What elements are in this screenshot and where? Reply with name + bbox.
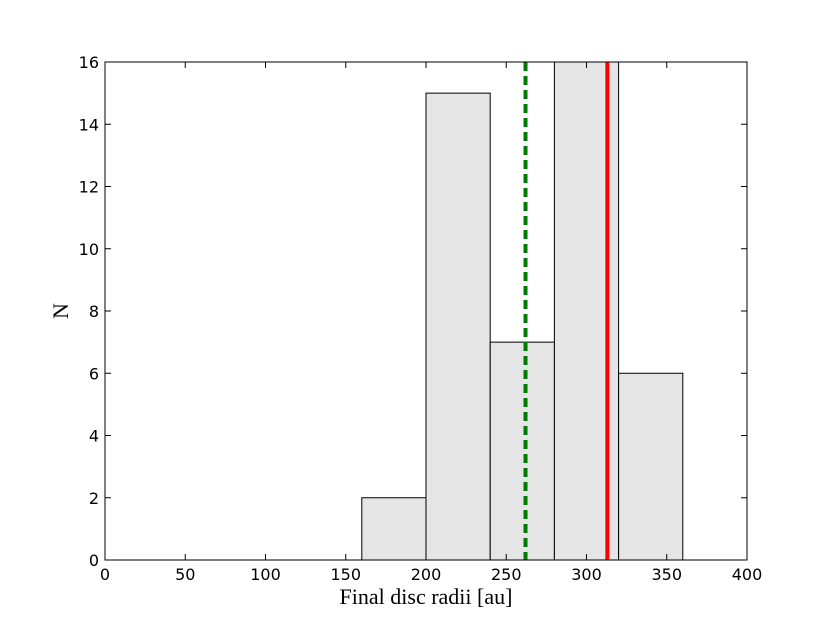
bar bbox=[618, 372, 684, 561]
y-tick-label: 4 bbox=[89, 427, 99, 446]
bar bbox=[361, 497, 427, 561]
bar bbox=[425, 92, 491, 561]
x-tick-label: 50 bbox=[175, 565, 195, 584]
x-tick-label: 0 bbox=[100, 565, 110, 584]
y-tick-label: 2 bbox=[89, 489, 99, 508]
x-tick-label: 300 bbox=[571, 565, 602, 584]
x-tick-label: 100 bbox=[250, 565, 281, 584]
y-tick-label: 14 bbox=[79, 115, 99, 134]
y-tick-label: 12 bbox=[79, 178, 99, 197]
y-tick-label: 8 bbox=[89, 302, 99, 321]
x-tick-label: 200 bbox=[411, 565, 442, 584]
bar bbox=[489, 341, 555, 561]
y-tick-label: 16 bbox=[79, 53, 99, 72]
x-tick-label: 250 bbox=[491, 565, 522, 584]
y-tick-label: 6 bbox=[89, 364, 99, 383]
x-tick-label: 400 bbox=[732, 565, 763, 584]
x-tick-label: 350 bbox=[651, 565, 682, 584]
x-tick-label: 150 bbox=[330, 565, 361, 584]
y-tick-label: 10 bbox=[79, 240, 99, 259]
y-tick-label: 0 bbox=[89, 551, 99, 570]
x-axis-title: Final disc radii [au] bbox=[340, 584, 513, 609]
y-axis-title: N bbox=[48, 303, 73, 319]
